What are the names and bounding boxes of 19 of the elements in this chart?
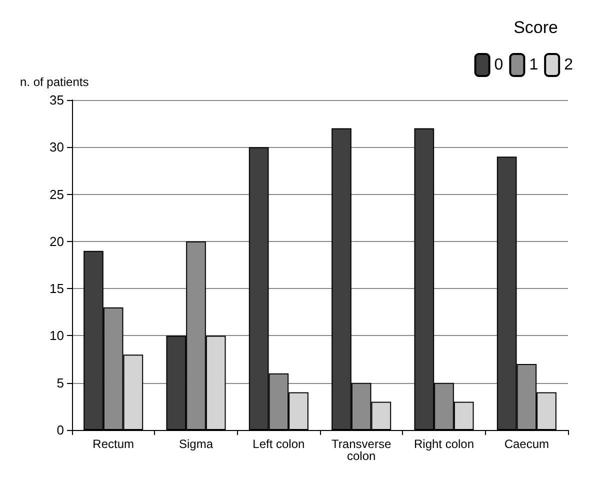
x-tick-label: Transverse colon — [332, 437, 392, 463]
legend-label: 0 — [494, 56, 504, 74]
y-tick-label: 10 — [50, 328, 64, 344]
y-tick-label: 35 — [50, 92, 64, 108]
x-tick-label: Rectum — [92, 437, 134, 451]
legend-label: 1 — [529, 56, 538, 74]
y-tick-label: 0 — [56, 422, 64, 438]
y-axis-title: n. of patients — [20, 75, 89, 89]
y-tick-label: 25 — [50, 186, 64, 202]
y-tick-label: 15 — [50, 281, 64, 296]
x-tick-label: Caecum — [504, 437, 550, 451]
y-tick-label: 5 — [56, 375, 64, 390]
x-tick-label: Left colon — [252, 437, 305, 451]
legend-title: Score — [514, 18, 558, 37]
legend-label: 2 — [564, 56, 574, 74]
y-tick-label: 20 — [50, 234, 64, 249]
x-tick-label: Sigma — [178, 437, 214, 451]
y-tick-label: 30 — [50, 140, 64, 155]
x-tick-label: Right colon — [414, 437, 474, 451]
